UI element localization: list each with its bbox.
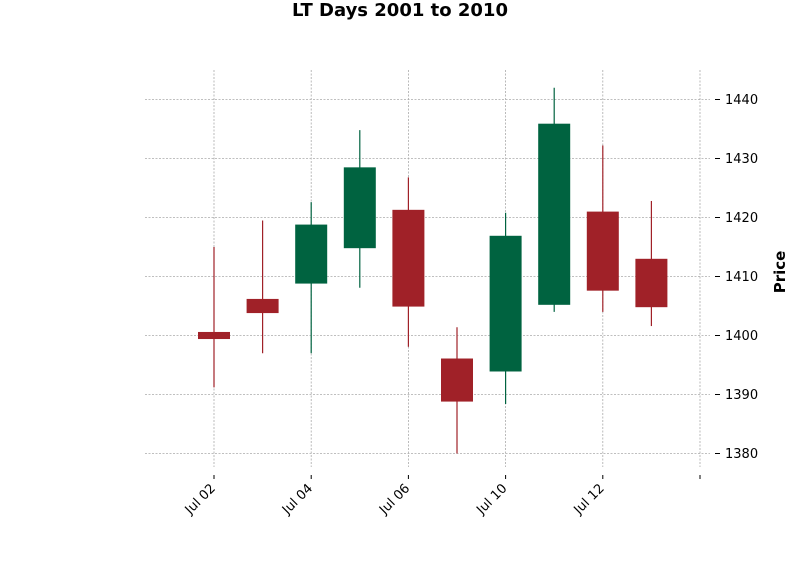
candle-up [295, 202, 328, 354]
candle-up [489, 212, 522, 404]
y-axis-label: Price [771, 251, 789, 294]
candle-down [246, 220, 279, 354]
x-axis: Jul 02 Jul 04 Jul 06 Jul 10 Jul 12 [182, 475, 701, 518]
candle-body [489, 235, 522, 372]
x-tick-label: Jul 06 [376, 481, 413, 518]
y-tick-label: 1430 [725, 152, 758, 167]
x-tick-label: Jul 02 [182, 481, 219, 518]
candle-body [635, 258, 668, 308]
candle-up [538, 87, 571, 312]
x-tick-label: Jul 10 [473, 481, 510, 518]
candle-down [198, 247, 230, 388]
candle-down [392, 177, 425, 347]
y-tick-label: 1390 [725, 388, 758, 403]
grid [145, 70, 710, 467]
y-tick-label: 1440 [725, 93, 758, 108]
candles [198, 87, 668, 454]
chart-title: LT Days 2001 to 2010 [292, 0, 508, 21]
y-tick-label: 1400 [725, 329, 758, 344]
candle-body [538, 123, 571, 305]
candle-body [441, 358, 473, 402]
y-tick-label: 1380 [725, 447, 758, 462]
candle-down [441, 327, 473, 454]
candle-down [586, 145, 619, 312]
candle-body [198, 331, 230, 340]
candle-body [343, 167, 376, 249]
x-tick-label: Jul 12 [571, 481, 608, 518]
candle-up [343, 130, 376, 288]
candle-body [586, 211, 619, 291]
x-tick-label: Jul 04 [279, 481, 316, 518]
candle-body [295, 224, 328, 284]
y-axis: 1380 1390 1400 1410 1420 1430 1440 [715, 93, 758, 462]
candle-body [246, 298, 279, 314]
candle-body [392, 209, 425, 307]
candle-down [635, 200, 668, 327]
y-tick-label: 1410 [725, 270, 758, 285]
y-tick-label: 1420 [725, 211, 758, 226]
